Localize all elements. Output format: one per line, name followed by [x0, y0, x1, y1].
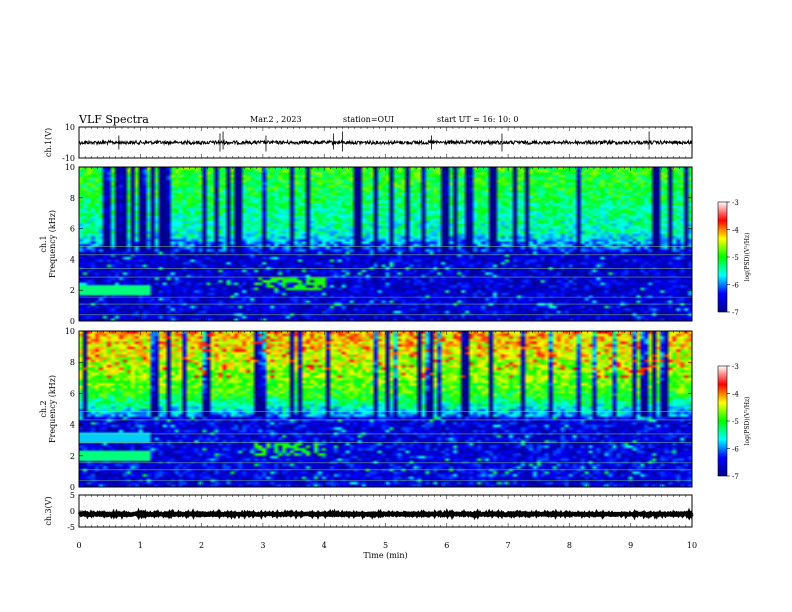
y-axis-label-channel: ch.2: [39, 400, 48, 417]
y-tick-label: 0: [70, 317, 75, 326]
spectrogram-image: [79, 331, 692, 487]
x-tick-label: 2: [199, 541, 204, 550]
start-time-label: start UT = 16: 10: 0: [437, 115, 519, 124]
y-tick-label: 4: [70, 255, 75, 264]
y-tick-label: 5: [70, 491, 75, 500]
x-tick-label: 6: [444, 541, 449, 550]
x-tick-label: 4: [322, 541, 327, 550]
y-tick-label: 4: [70, 421, 75, 430]
y-tick-label: 0: [70, 507, 75, 516]
station-label: station=OUI: [343, 115, 394, 124]
colorbar-tick-label: -6: [732, 282, 739, 290]
colorbar-tick-label: -3: [732, 363, 739, 371]
panel-2-spectrogram: 0 2 4 6 8 10 ch.1 Frequency (kHz) -3 -4 -5 -6 -7 log(…: [39, 163, 751, 326]
y-tick-label: 0: [70, 483, 75, 492]
y-tick-label: 10: [65, 327, 75, 336]
y-axis-label: ch.1(V): [44, 128, 53, 157]
y-axis-label-channel: ch.1: [39, 235, 48, 252]
colorbar-tick-label: -4: [732, 391, 739, 399]
figure-title: VLF Spectra: [79, 113, 149, 126]
y-axis-label: ch.3(V): [44, 496, 53, 525]
colorbar-tick-label: -3: [732, 199, 739, 207]
y-tick-label: 8: [70, 358, 75, 367]
colorbar-label: log(PSD)(V²/Hz): [744, 233, 751, 282]
panel-4-waveform: 5 0 -5 ch.3(V): [44, 491, 694, 532]
colorbar: [717, 201, 728, 313]
x-tick-label: 9: [628, 541, 633, 550]
x-tick-label: 0: [76, 541, 81, 550]
waveform-trace: [78, 138, 693, 147]
panel-3-spectrogram: 0 2 4 6 8 10 ch.2 Frequency (kHz) -3 -4 -5 -6 -7 log(…: [39, 327, 751, 492]
x-tick-label: 8: [567, 541, 572, 550]
colorbar-label: log(PSD)(V²/Hz): [744, 397, 751, 446]
x-tick-label: 3: [260, 541, 265, 550]
panel-1-waveform: 10 -10 ch.1(V): [44, 123, 693, 163]
x-tick-label: 7: [506, 541, 511, 550]
y-tick-label: 8: [70, 194, 75, 203]
date-label: Mar.2 , 2023: [250, 115, 302, 124]
y-tick-label: 6: [70, 389, 75, 398]
colorbar-tick-label: -7: [732, 309, 739, 317]
x-tick-label: 1: [138, 541, 143, 550]
y-tick-label: 6: [70, 225, 75, 234]
x-axis-label: Time (min): [363, 551, 407, 560]
colorbar-tick-label: -4: [732, 227, 739, 235]
y-axis-label-frequency: Frequency (kHz): [48, 210, 57, 278]
y-tick-label: 10: [65, 163, 75, 172]
waveform-trace: [77, 507, 694, 521]
colorbar: [717, 365, 728, 477]
spectrogram-image: [79, 167, 692, 321]
y-tick-label: 2: [70, 452, 75, 461]
colorbar-tick-label: -5: [732, 254, 739, 262]
x-tick-label: 10: [687, 541, 697, 550]
colorbar-tick-label: -6: [732, 446, 739, 454]
colorbar-tick-label: -5: [732, 418, 739, 426]
y-tick-label: 10: [65, 123, 75, 132]
y-axis-label-frequency: Frequency (kHz): [48, 375, 57, 443]
y-tick-label: -10: [62, 154, 75, 163]
y-tick-label: 2: [70, 286, 75, 295]
x-tick-label: 5: [383, 541, 388, 550]
colorbar-tick-label: -7: [732, 473, 739, 481]
y-tick-label: -5: [67, 523, 75, 532]
